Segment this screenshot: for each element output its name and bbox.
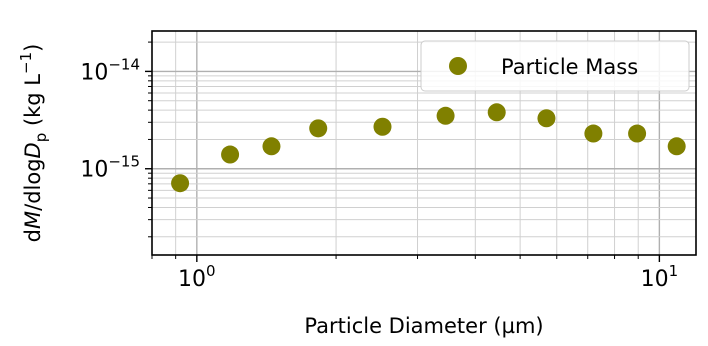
y-label-m: M	[21, 211, 45, 229]
x-axis-label: Particle Diameter (µm)	[304, 314, 543, 338]
plot-frame	[151, 30, 697, 256]
y-label-exp: −1	[17, 52, 35, 74]
y-tick-label: 10−15	[80, 153, 140, 183]
legend-label: Particle Mass	[501, 55, 638, 79]
data-point	[221, 145, 240, 164]
x-tick-label: 101	[641, 262, 679, 292]
y-label-sub: p	[32, 133, 50, 143]
data-point	[262, 137, 281, 156]
legend-marker	[449, 57, 467, 75]
data-point	[667, 137, 686, 156]
data-point	[487, 103, 506, 122]
y-label-unit: (kg L	[21, 74, 45, 133]
y-label-dlog: /dlog	[21, 158, 45, 210]
data-point	[373, 117, 392, 136]
data-point	[436, 106, 455, 125]
y-label-close: )	[21, 44, 45, 52]
y-label-d: d	[21, 229, 45, 242]
y-tick-label: 10−14	[80, 55, 140, 85]
data-markers	[171, 103, 686, 193]
x-tick-label: 100	[178, 262, 216, 292]
data-point	[309, 119, 328, 138]
data-point	[537, 109, 556, 128]
y-axis-label: dM/dlogDp (kg L−1)	[17, 44, 50, 243]
legend: Particle Mass	[420, 40, 690, 92]
y-label-D: D	[21, 142, 45, 158]
legend-box	[420, 40, 690, 92]
data-point	[584, 124, 603, 143]
data-point	[171, 174, 190, 193]
tick-labels: 100 101 10−15 10−14	[80, 55, 678, 292]
data-point	[628, 124, 647, 143]
